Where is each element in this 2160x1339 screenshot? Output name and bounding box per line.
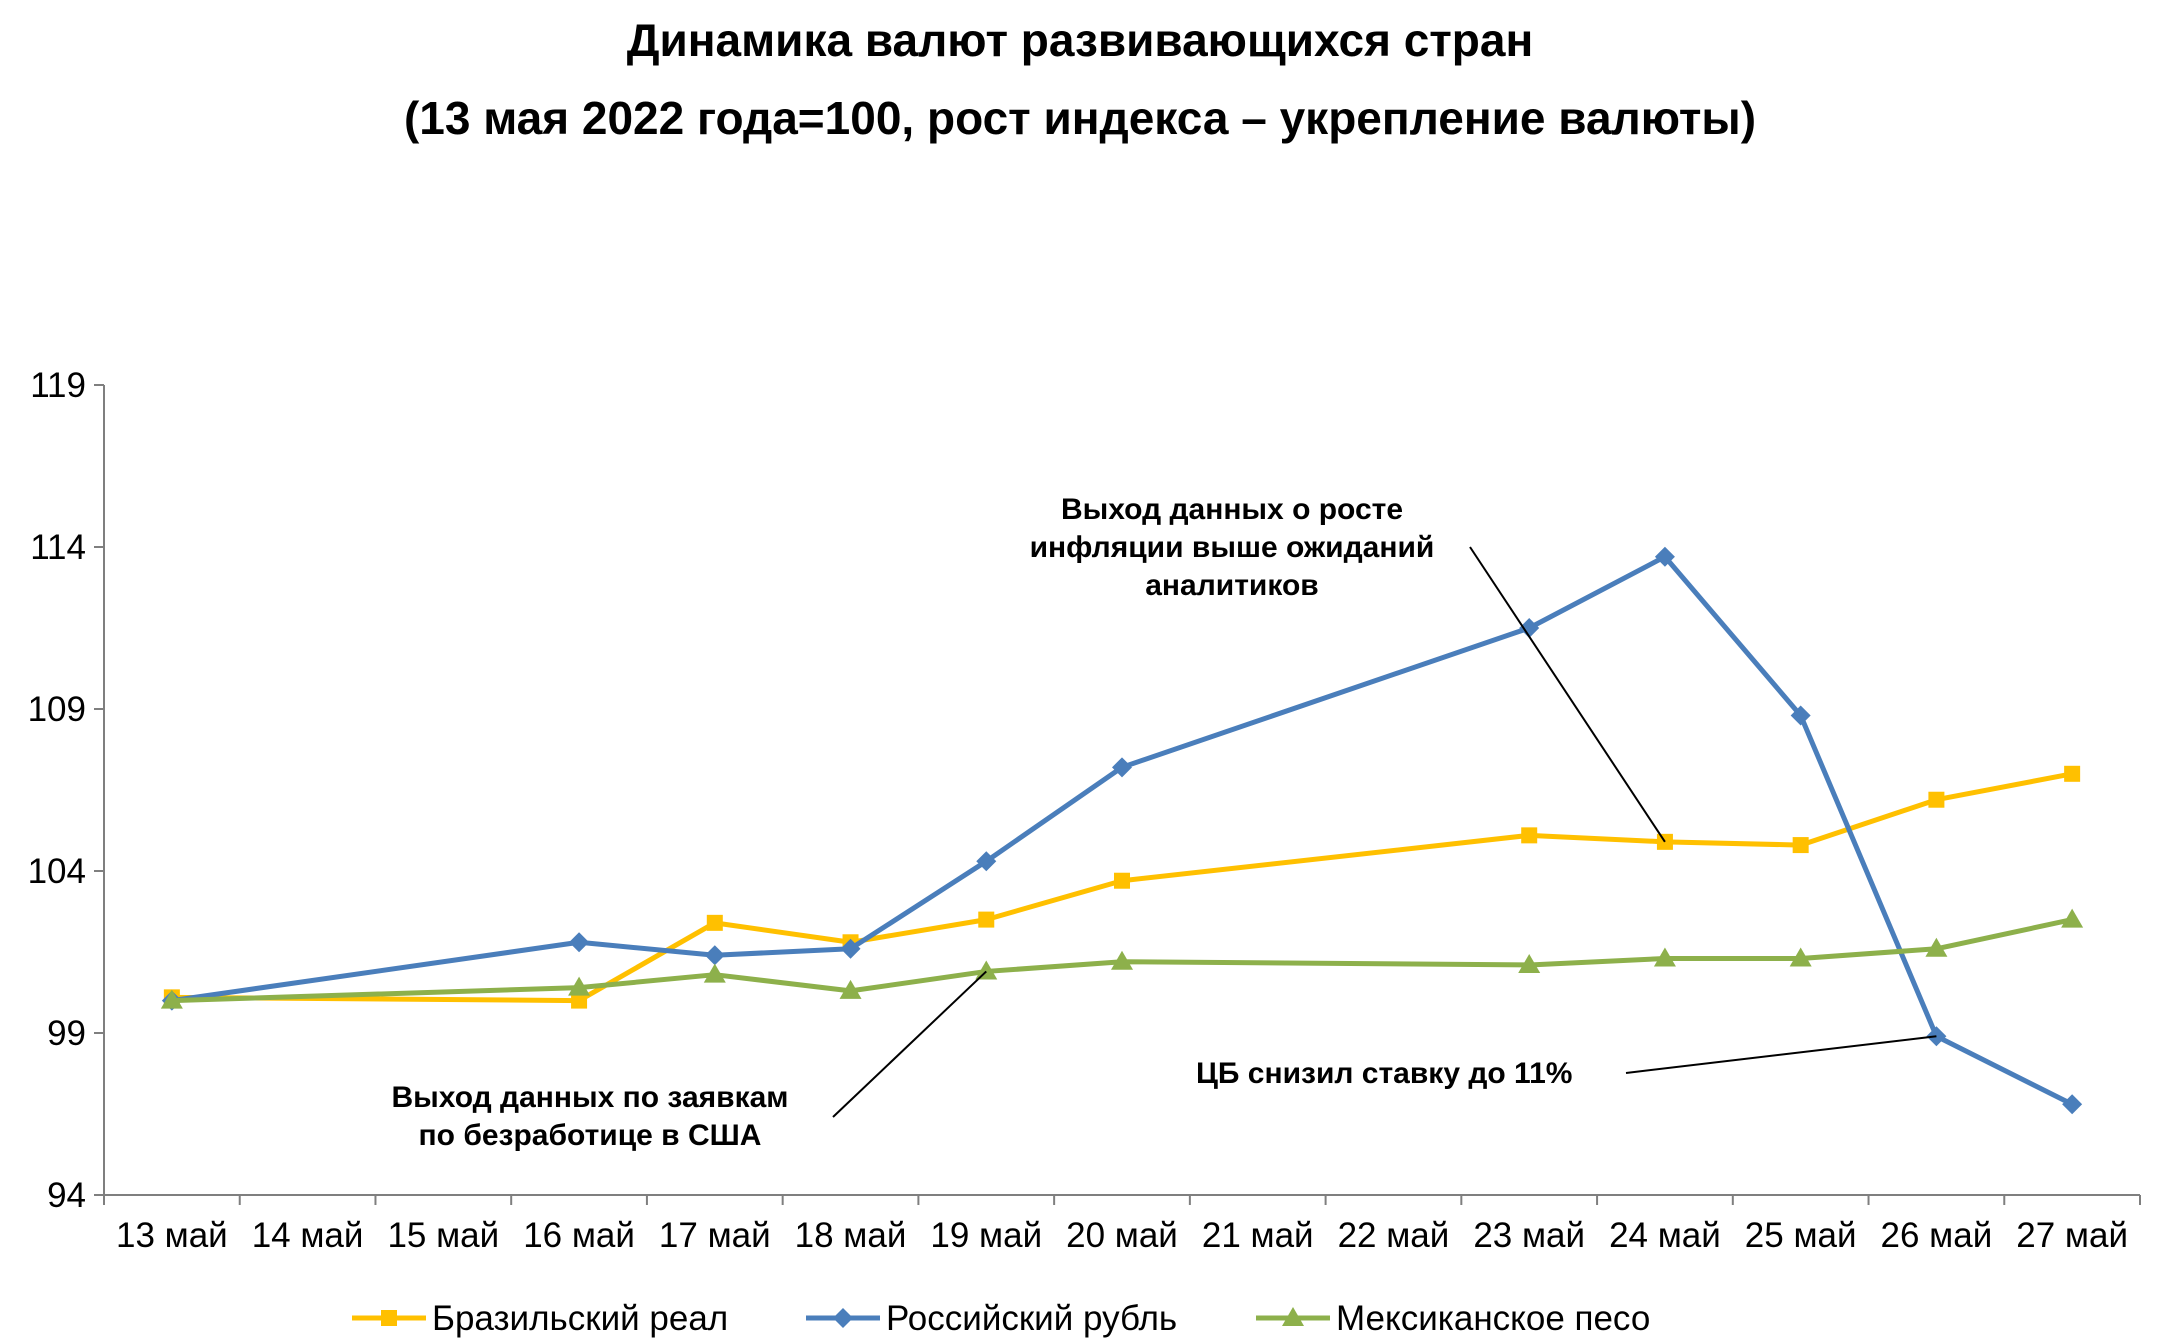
data-point-rub [1112,757,1132,778]
data-point-rub [704,945,725,966]
series-mxn [160,908,2084,1009]
data-point-brl [1521,827,1538,844]
y-tick-label: 109 [28,690,86,729]
data-point-mxn [160,989,183,1009]
legend-item-mxn: Мексиканское песо [1256,1299,1650,1338]
legend-label: Мексиканское песо [1336,1299,1650,1338]
data-point-mxn [1789,947,1812,967]
data-point-mxn [1653,947,1676,967]
annotation-unemployment: Выход данных по заявкам по безработице в … [392,970,987,1152]
y-tick-label: 119 [30,366,86,405]
legend-marker [381,1310,397,1326]
x-tick-label: 19 май [930,1216,1042,1255]
x-tick-label: 23 май [1473,1216,1585,1255]
axes: 94 99 104 109 114 119 13 май 14 май 15 май 16 май… [28,366,2141,1255]
data-point-brl [1792,837,1809,854]
series-rub [161,546,2083,1115]
data-point-brl [2064,765,2081,782]
legend-marker [833,1308,853,1328]
data-point-rub [1654,546,1675,567]
y-tick-label: 94 [47,1176,86,1215]
legend-item-brl: Бразильский реал [352,1299,728,1338]
data-point-mxn [975,960,998,980]
x-tick-label: 27 май [2016,1216,2128,1255]
x-tick-label: 21 май [1202,1216,1314,1255]
series-layer [160,546,2084,1115]
x-tick-label: 24 май [1609,1216,1721,1255]
annotation-leader-line [1625,1035,1937,1074]
data-point-brl [978,911,995,928]
annotation-text-line: ЦБ снизил ставку до 11% [1196,1057,1572,1090]
legend-label: Российский рубль [886,1299,1177,1338]
data-point-rub [569,932,590,953]
y-tick-label: 99 [47,1014,86,1053]
x-tick-label: 14 май [252,1216,364,1255]
data-point-mxn [703,963,726,983]
x-tick-label: 17 май [659,1216,771,1255]
series-line-rub [171,554,2074,1107]
legend: Бразильский реал Российский рубль Мексикан… [352,1299,1650,1338]
y-tick-label: 114 [30,528,86,567]
x-tick-label: 13 май [116,1216,228,1255]
x-tick-label: 16 май [523,1216,635,1255]
data-point-mxn [839,979,862,999]
annotation-text-line: по безработице в США [419,1119,762,1152]
annotation-layer: Выход данных о росте инфляции выше ожидан… [392,493,1937,1152]
data-point-mxn [2061,908,2084,928]
annotation-text-line: инфляции выше ожиданий [1030,531,1435,564]
data-point-rub [976,851,997,872]
data-point-brl [1928,791,1945,808]
chart-title: Динамика валют развивающихся стран [627,14,1534,66]
data-point-brl [706,914,723,931]
x-tick-label: 18 май [795,1216,907,1255]
data-point-mxn [1925,937,1948,957]
annotation-cb-rate: ЦБ снизил ставку до 11% [1196,1035,1937,1090]
series-brl [163,765,2081,1009]
annotation-text-line: Выход данных по заявкам [392,1081,789,1114]
annotation-leader-line [1469,546,1666,843]
chart-subtitle: (13 мая 2022 года=100, рост индекса – ук… [404,92,1756,144]
x-tick-label: 20 май [1066,1216,1178,1255]
legend-item-rub: Российский рубль [806,1299,1177,1338]
annotation-text-line: Выход данных о росте [1061,493,1403,526]
data-point-rub [840,938,861,959]
x-tick-label: 22 май [1338,1216,1450,1255]
x-tick-label: 15 май [387,1216,499,1255]
data-point-rub [1519,618,1540,638]
data-point-brl [571,992,588,1009]
y-tick-label: 104 [28,852,86,891]
data-point-mxn [1518,953,1541,973]
legend-label: Бразильский реал [432,1299,728,1338]
data-point-mxn [1111,950,1133,970]
data-point-rub [2062,1094,2083,1115]
x-tick-label: 26 май [1881,1216,1993,1255]
annotation-leader-line [832,970,987,1118]
data-point-rub [1790,705,1811,726]
annotation-text-line: аналитиков [1145,569,1319,602]
legend-marker [1282,1307,1304,1326]
annotation-inflation: Выход данных о росте инфляции выше ожидан… [1030,493,1666,843]
x-tick-label: 25 май [1745,1216,1857,1255]
data-point-brl [1114,872,1130,889]
data-point-mxn [568,976,591,996]
